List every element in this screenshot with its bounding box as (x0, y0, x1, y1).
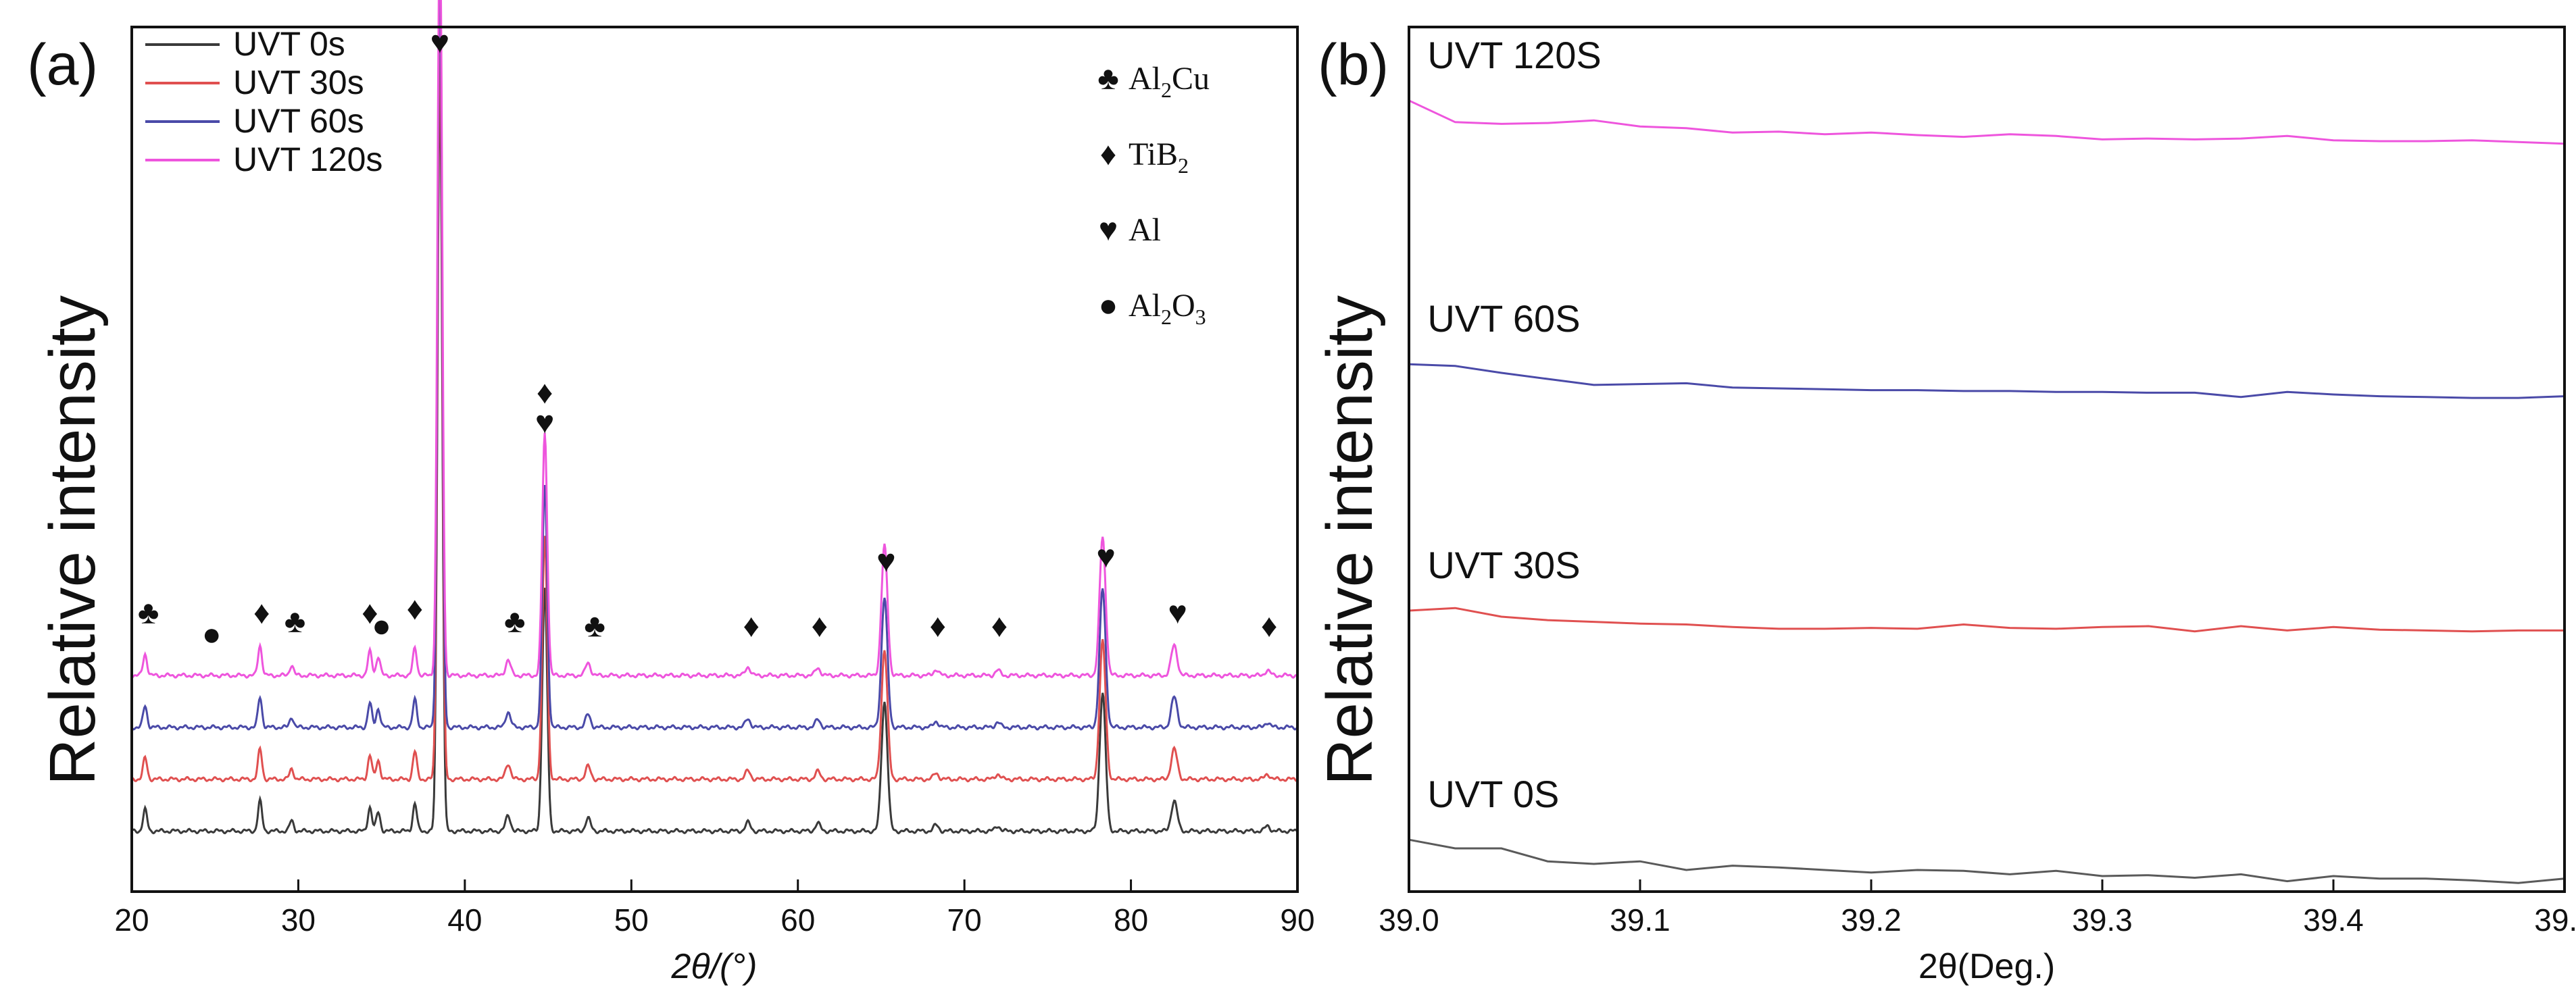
peak-marker: ● (202, 617, 222, 652)
legend-label: UVT 120s (233, 140, 382, 178)
x-tick-label: 30 (281, 902, 316, 938)
series-line-uvt-30s (1408, 607, 2565, 633)
x-tick-label: 40 (447, 902, 482, 938)
x-tick-label: 39.2 (1841, 902, 1902, 938)
phase-label: Al (1129, 212, 1161, 248)
series-label: UVT 0S (1427, 773, 1559, 815)
panel-a-ylabel: Relative intensity (36, 295, 109, 786)
phase-symbol: ♥ (1099, 212, 1118, 248)
peak-marker: ♥ (876, 543, 896, 579)
panel-b-xlabel: 2θ(Deg.) (1918, 947, 2055, 986)
panel-a-x-ticks: 20 30 40 50 60 70 80 90 (114, 879, 1315, 938)
phase-symbol: ♦ (1100, 136, 1117, 172)
x-tick-label: 39.4 (2303, 902, 2364, 938)
series-line-uvt-60s (1408, 363, 2565, 399)
series-line-uvt-120s (131, 0, 1298, 679)
peak-marker: ♦ (537, 375, 553, 411)
x-tick-label: 39.0 (1379, 902, 1439, 938)
peak-marker: ♥ (535, 405, 555, 441)
x-tick-label: 80 (1114, 902, 1148, 938)
series-line-uvt-120s (1408, 99, 2565, 145)
peak-marker: ♣ (504, 604, 526, 640)
peak-marker: ♦ (1261, 608, 1278, 644)
peak-marker: ♣ (584, 608, 605, 644)
peak-marker: ♥ (1168, 595, 1187, 631)
peak-marker: ♦ (407, 591, 424, 627)
phase-symbol: ● (1099, 288, 1118, 324)
panel-a-xlabel: 2θ/(°) (670, 947, 757, 986)
series-label: UVT 120S (1427, 34, 1601, 76)
panel-b-series-labels: UVT 120S UVT 60S UVT 30S UVT 0S (1427, 34, 1601, 815)
peak-marker: ♥ (430, 24, 450, 60)
legend-label: UVT 0s (233, 25, 345, 63)
x-tick-label: 39.3 (2072, 902, 2133, 938)
panel-b-plot-area (1408, 99, 2565, 884)
peak-marker: ♦ (253, 595, 270, 631)
x-tick-label: 70 (947, 902, 982, 938)
phase-label: Al2O3 (1129, 288, 1206, 329)
panel-b-frame (1408, 26, 2566, 893)
phase-label: Al2Cu (1129, 61, 1210, 102)
phase-symbol: ♣ (1097, 61, 1119, 97)
panel-a-phase-legend: ♣ Al2Cu ♦ TiB2 ♥ Al ● Al2O3 (1097, 61, 1210, 329)
peak-marker: ● (372, 608, 391, 644)
panel-a: (a) Relative intensity 20 30 40 50 60 70 80 90 … (27, 0, 1315, 986)
peak-marker: ♦ (929, 608, 946, 644)
series-line-uvt-0s (1408, 838, 2565, 884)
peak-marker: ♦ (991, 608, 1008, 644)
x-tick-label: 39.5 (2534, 902, 2576, 938)
legend-label: UVT 60s (233, 102, 364, 140)
x-tick-label: 20 (114, 902, 149, 938)
peak-marker: ♦ (743, 608, 760, 644)
panel-b-ylabel: Relative intensity (1314, 295, 1386, 786)
panel-a-plot-area (130, 0, 1299, 835)
series-line-uvt-60s (130, 0, 1299, 731)
x-tick-label: 50 (614, 902, 649, 938)
legend-label: UVT 30s (233, 63, 364, 101)
panel-a-frame (130, 26, 1299, 893)
peak-marker: ♦ (812, 608, 828, 644)
peak-marker: ♣ (138, 595, 159, 631)
x-tick-label: 90 (1280, 902, 1314, 938)
panel-b-x-ticks: 39.0 39.1 39.2 39.3 39.4 39.5 (1379, 879, 2576, 938)
x-tick-label: 60 (781, 902, 815, 938)
series-line-uvt-0s (131, 71, 1299, 835)
panel-a-peak-annotations: ♣●♦ ♣ ♦● ♦♥♦♥♣ ♣ ♦ ♦♥♦ ♦♥♥ ♦ (138, 24, 1277, 652)
peak-marker: ♣ (284, 604, 306, 640)
panel-b: (b) Relative intensity 39.0 39.1 39.2 39.3 3… (1314, 26, 2576, 986)
series-label: UVT 60S (1427, 297, 1580, 340)
panel-b-letter: (b) (1318, 32, 1389, 97)
panel-a-letter: (a) (27, 32, 98, 97)
peak-marker: ♦ (362, 595, 378, 631)
x-tick-label: 39.1 (1610, 902, 1670, 938)
series-line-uvt-30s (131, 18, 1298, 783)
series-label: UVT 30S (1427, 544, 1580, 586)
peak-marker: ♥ (1096, 539, 1116, 575)
phase-label: TiB2 (1129, 136, 1189, 178)
